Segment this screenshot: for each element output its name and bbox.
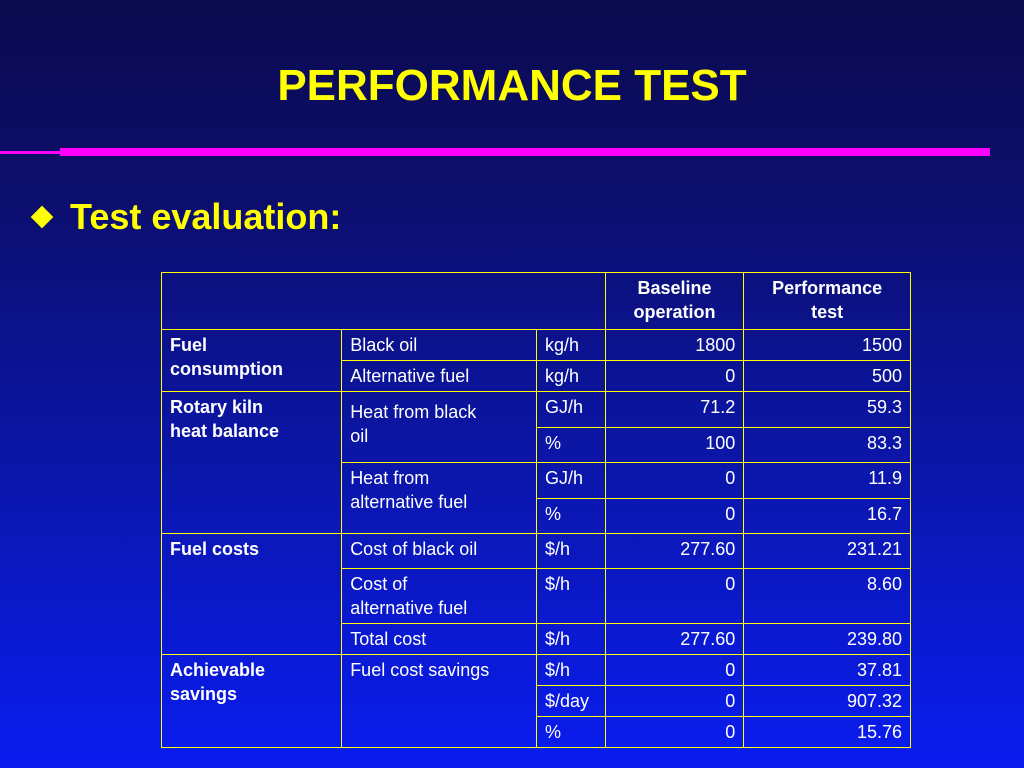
performance-value: 16.7 — [743, 498, 911, 534]
diamond-bullet-icon — [30, 205, 54, 229]
performance-value: 500 — [743, 360, 911, 392]
table-row: Heat from alternative fuel GJ/h 0 11.9 — [162, 462, 911, 534]
baseline-value: 0 — [604, 498, 745, 534]
header-baseline-line2: operation — [633, 302, 716, 322]
table-row: Fuel consumption Black oil kg/h 1800 150… — [160, 329, 911, 392]
baseline-value: 277.60 — [604, 623, 745, 655]
unit-cell: % — [536, 427, 606, 463]
item-cost-of-alternative-fuel: Cost of alternative fuel — [341, 568, 538, 624]
baseline-value: 0 — [604, 716, 745, 748]
item-heat-from-black-oil: Heat from black oil — [341, 391, 538, 463]
baseline-value: 100 — [604, 427, 745, 463]
group-fuel-costs: Fuel costs — [160, 533, 343, 655]
unit-cell: $/h — [536, 654, 606, 686]
table-row: % 0 15.76 — [162, 716, 911, 748]
table-row: % 100 83.3 — [162, 427, 911, 463]
baseline-value: 277.60 — [604, 533, 745, 569]
unit-cell: kg/h — [536, 360, 606, 392]
performance-value: 83.3 — [743, 427, 911, 463]
item-heat-from-alternative-fuel: Heat from alternative fuel — [341, 462, 538, 534]
unit-cell: kg/h — [536, 329, 606, 361]
baseline-value: 1800 — [604, 329, 745, 361]
unit-cell: % — [536, 716, 606, 748]
unit-cell: GJ/h — [536, 462, 606, 499]
performance-value: 11.9 — [743, 462, 911, 499]
item-cell: Alternative fuel — [341, 360, 538, 392]
baseline-value: 0 — [604, 462, 745, 499]
group-label-line1: Achievable — [170, 660, 266, 680]
group-fuel-consumption: Fuel consumption — [160, 329, 343, 392]
table-row: Fuel costs Cost of black oil $/h 277.60 … — [160, 533, 911, 655]
table-row: Rotary kiln heat balance Heat from black… — [160, 391, 911, 534]
item-cell: Black oil — [341, 329, 538, 361]
unit-cell: $/h — [536, 623, 606, 655]
unit-cell: $/h — [536, 533, 606, 569]
group-label-line1: Rotary kiln — [170, 397, 264, 417]
group-achievable-savings: Achievable savings — [160, 654, 343, 748]
unit-cell: $/h — [536, 568, 606, 624]
performance-value: 1500 — [743, 329, 911, 361]
group-label-line2: consumption — [170, 359, 283, 379]
unit-cell: $/day — [536, 685, 606, 717]
item-line2: alternative fuel — [350, 598, 468, 618]
title-underline — [60, 148, 990, 156]
item-line1: Cost of — [350, 574, 408, 594]
item-fuel-cost-savings: Fuel cost savings — [341, 654, 538, 748]
baseline-value: 0 — [604, 568, 745, 624]
item-line2: oil — [350, 426, 369, 446]
title-underline-accent — [0, 151, 62, 154]
performance-value: 907.32 — [743, 685, 911, 717]
group-rotary-kiln-heat-balance: Rotary kiln heat balance — [160, 391, 343, 534]
item-line1: Heat from black — [350, 402, 477, 422]
bullet-text: Test evaluation: — [70, 196, 342, 237]
bullet-item: Test evaluation: — [30, 192, 341, 242]
baseline-value: 0 — [604, 360, 745, 392]
item-line2: alternative fuel — [350, 492, 468, 512]
table-row: Achievable savings Fuel cost savings $/h… — [160, 654, 911, 748]
baseline-value: 71.2 — [604, 391, 745, 428]
item-line1: Heat from — [350, 468, 430, 488]
performance-value: 15.76 — [743, 716, 911, 748]
table-row: $/day 0 907.32 — [162, 685, 911, 717]
slide-title: PERFORMANCE TEST — [277, 61, 747, 110]
evaluation-table: Baseline operation Performance test Fuel… — [160, 272, 911, 748]
item-cell: Cost of black oil — [341, 533, 538, 569]
item-cell: Total cost — [341, 623, 538, 655]
header-baseline-line1: Baseline — [637, 278, 712, 298]
table-row: % 0 16.7 — [162, 498, 911, 534]
group-label-line2: savings — [170, 684, 238, 704]
unit-cell: % — [536, 498, 606, 534]
table-row: Cost of alternative fuel $/h 0 8.60 — [162, 568, 911, 624]
header-performance-line2: test — [811, 302, 844, 322]
table-row: Total cost $/h 277.60 239.80 — [162, 623, 911, 655]
performance-value: 37.81 — [743, 654, 911, 686]
performance-value: 8.60 — [743, 568, 911, 624]
baseline-value: 0 — [604, 654, 745, 686]
performance-value: 239.80 — [743, 623, 911, 655]
header-baseline-operation: Baseline operation — [604, 272, 745, 330]
unit-cell: GJ/h — [536, 391, 606, 428]
performance-value: 59.3 — [743, 391, 911, 428]
header-performance-line1: Performance — [772, 278, 883, 298]
header-performance-test: Performance test — [743, 272, 911, 330]
group-label-line2: heat balance — [170, 421, 280, 441]
group-label-line1: Fuel — [170, 335, 208, 355]
performance-value: 231.21 — [743, 533, 911, 569]
header-blank-cell — [161, 272, 606, 330]
table-header-row: Baseline operation Performance test — [161, 272, 911, 330]
baseline-value: 0 — [604, 685, 745, 717]
